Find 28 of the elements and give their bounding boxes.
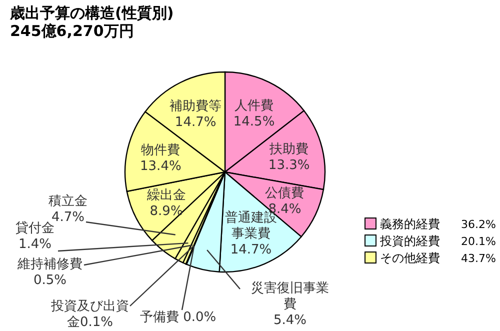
chart-subtitle: 245億6,270万円 <box>10 22 134 40</box>
category-label: 予備費 0.0% <box>140 310 216 325</box>
slice-label: 災害復旧事業費 <box>251 280 329 312</box>
data-label: 13.4% <box>140 159 182 174</box>
text: 義務的経費 <box>380 217 440 231</box>
data-label: 0.5% <box>33 273 67 288</box>
text: 投資的経費 <box>379 234 440 248</box>
text: 36.2% <box>461 218 496 231</box>
data-label: 14.5% <box>233 114 275 130</box>
slice-label: 積立金 <box>48 193 88 209</box>
data-label: 5.4% <box>273 313 307 328</box>
slice-label: 扶助費 <box>268 142 309 158</box>
text: 43.7% <box>461 252 496 265</box>
slice-label: 補助費等 <box>170 98 222 114</box>
data-label: 14.7% <box>174 114 216 130</box>
text: その他経費 <box>380 251 440 265</box>
slice-label: 投資及び出資金0.1% <box>50 299 129 330</box>
slice-label: 維持補修費 <box>16 257 82 272</box>
chart-title: 歳出予算の構造(性質別) <box>9 4 174 22</box>
slice-label: 繰出金 <box>146 188 186 204</box>
text: 20.1% <box>461 235 496 248</box>
slice-label: 物件費 <box>141 143 180 158</box>
data-label: 1.4% <box>18 237 52 252</box>
slice-label: 公債費 <box>265 186 304 202</box>
data-label: 14.7% <box>230 242 272 258</box>
data-label: 8.9% <box>150 204 183 220</box>
data-label: 13.3% <box>268 158 310 174</box>
slice-label: 人件費 <box>234 98 274 114</box>
